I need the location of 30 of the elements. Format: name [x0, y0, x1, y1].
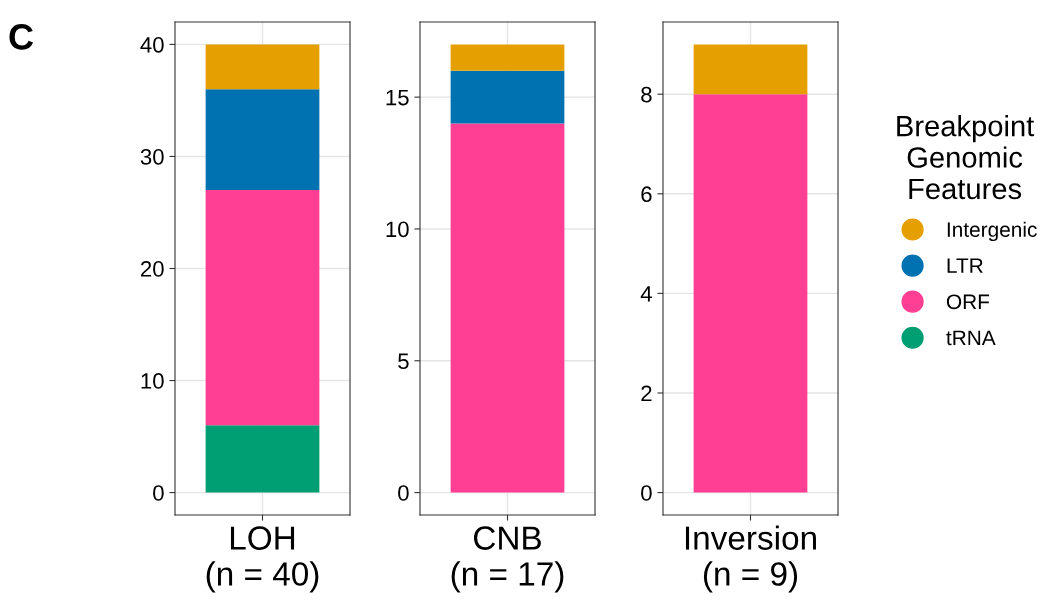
y-tick-label: 40	[140, 36, 164, 53]
bar	[205, 190, 320, 426]
y-tick-label: 4	[640, 286, 652, 302]
y-tick-label: 8	[641, 86, 652, 103]
bar	[450, 44, 565, 71]
legend-label: Intergenic	[947, 221, 1037, 242]
y-tick-label: 20	[140, 261, 164, 277]
y-tick-label: 10	[141, 373, 164, 389]
y-tick-label: 10	[386, 221, 409, 238]
text: C	[9, 24, 34, 50]
x-tick-label: LOH (n = 40)	[206, 526, 319, 593]
y-tick-label: 2	[641, 385, 652, 402]
bar	[205, 425, 320, 493]
legend-label: ORF	[946, 294, 990, 310]
y-tick-label: 0	[398, 485, 409, 501]
x-tick-label: Inversion (n = 9)	[685, 525, 816, 593]
x-tick-label: CNB (n = 17)	[451, 526, 564, 593]
bar	[205, 89, 320, 191]
y-tick-label: 0	[641, 485, 652, 501]
legend-title: Breakpoint Genomic Features	[897, 114, 1035, 200]
y-tick-label: 0	[153, 485, 164, 501]
y-tick-label: 15	[386, 89, 409, 106]
bar	[450, 123, 565, 493]
y-tick-label: 30	[140, 148, 164, 165]
legend-label: tRNA	[946, 330, 996, 346]
y-tick-label: 6	[641, 186, 652, 203]
bar	[205, 44, 320, 90]
bar	[450, 70, 565, 124]
legend-label: LTR	[947, 258, 983, 273]
y-tick-label: 5	[398, 353, 409, 370]
